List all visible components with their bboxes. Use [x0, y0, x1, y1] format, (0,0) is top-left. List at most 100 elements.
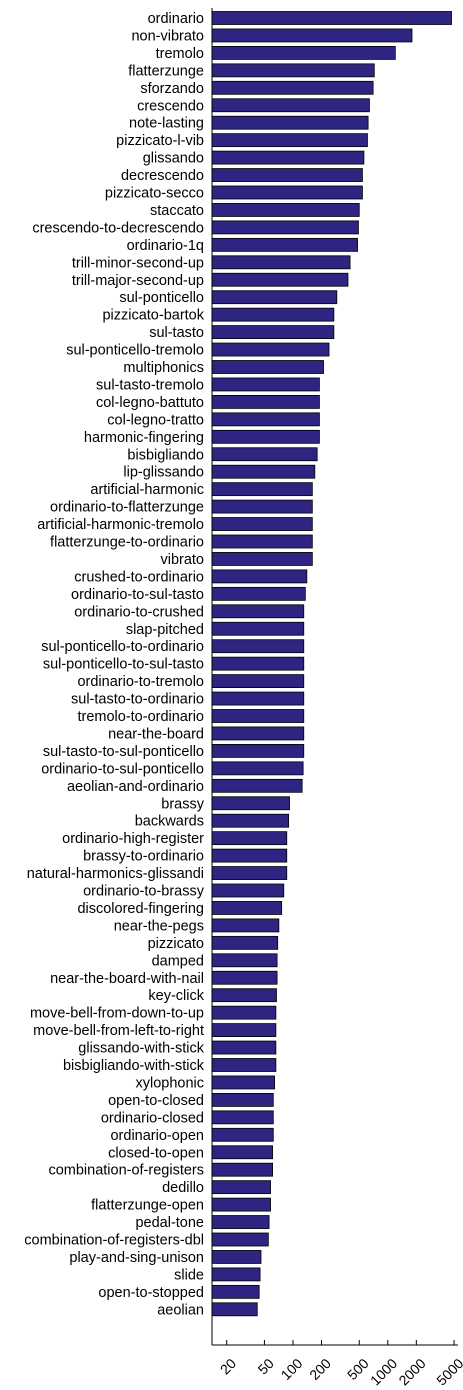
x-tick-label: 1000 — [367, 1355, 400, 1388]
bar-ordinario-open — [211, 1127, 274, 1142]
bar-pizzicato-secco — [211, 185, 363, 200]
x-tick-label: 2000 — [395, 1355, 428, 1388]
category-label: flatterzunge — [128, 63, 204, 79]
category-label: move-bell-from-left-to-right — [33, 1023, 204, 1039]
bar-pizzicato — [211, 935, 279, 950]
category-label: key-click — [148, 988, 204, 1004]
bar-damped — [211, 953, 278, 968]
category-label: move-bell-from-down-to-up — [30, 1006, 204, 1022]
category-label: ordinario-1q — [127, 238, 204, 254]
bar-dedillo — [211, 1180, 271, 1195]
category-label: glissando-with-stick — [78, 1041, 204, 1057]
category-label: play-and-sing-unison — [69, 1250, 204, 1266]
category-label: sul-ponticello-to-ordinario — [41, 639, 204, 655]
bar-slide — [211, 1267, 261, 1282]
category-label: ordinario — [148, 11, 204, 27]
category-label: bisbigliando-with-stick — [63, 1058, 205, 1074]
bar-sul-ponticello-to-ordinario — [211, 639, 305, 654]
category-label: pizzicato-bartok — [102, 308, 204, 324]
bar-near-the-board-with-nail — [211, 970, 278, 985]
category-label: ordinario-to-sul-ponticello — [41, 761, 204, 777]
bars-group — [211, 11, 452, 1317]
category-label: near-the-pegs — [114, 918, 204, 934]
bar-pedal-tone — [211, 1215, 270, 1229]
bar-artificial-harmonic-tremolo — [211, 517, 313, 531]
bar-col-legno-battuto — [211, 394, 320, 409]
bar-open-to-closed — [211, 1093, 274, 1107]
category-label: sul-tasto-to-ordinario — [71, 692, 204, 708]
bar-move-bell-from-left-to-right — [211, 1023, 277, 1037]
bar-glissando-with-stick — [211, 1040, 277, 1055]
category-label: artificial-harmonic-tremolo — [37, 517, 204, 533]
bar-decrescendo — [211, 168, 363, 182]
category-label: tremolo-to-ordinario — [77, 709, 204, 725]
bar-harmonic-fingering — [211, 429, 320, 444]
bar-ordinario-to-flatterzunge — [211, 499, 313, 514]
bar-sul-ponticello-tremolo — [211, 342, 330, 357]
bar-sul-tasto — [211, 325, 335, 340]
category-label: sul-ponticello — [119, 290, 204, 306]
category-label: closed-to-open — [108, 1145, 204, 1161]
category-label: artificial-harmonic — [90, 482, 204, 498]
bar-sul-tasto-tremolo — [211, 377, 320, 392]
bar-move-bell-from-down-to-up — [211, 1005, 277, 1020]
category-label: pizzicato-l-vib — [116, 133, 204, 149]
bar-trill-major-second-up — [211, 272, 349, 287]
category-label: combination-of-registers — [48, 1163, 204, 1179]
bar-ordinario-to-sul-tasto — [211, 586, 306, 601]
category-label: ordinario-closed — [101, 1110, 204, 1126]
bar-trill-minor-second-up — [211, 255, 351, 270]
bar-tremolo — [211, 46, 396, 60]
bar-glissando — [211, 150, 365, 165]
category-label: glissando — [143, 151, 204, 167]
category-label: ordinario-to-sul-tasto — [71, 587, 204, 603]
category-label: combination-of-registers-dbl — [24, 1233, 204, 1249]
category-label: flatterzunge-open — [91, 1198, 204, 1214]
bar-ordinario-closed — [211, 1110, 274, 1125]
bar-sul-tasto-to-sul-ponticello — [211, 744, 305, 758]
category-label: crescendo — [137, 98, 204, 114]
x-tick-label: 200 — [306, 1355, 334, 1383]
bar-natural-harmonics-glissandi — [211, 866, 288, 880]
bar-aeolian-and-ordinario — [211, 778, 303, 793]
category-label: open-to-stopped — [98, 1285, 204, 1301]
bar-col-legno-tratto — [211, 412, 320, 427]
bar-artificial-harmonic — [211, 482, 313, 497]
category-label: pizzicato-secco — [105, 186, 204, 202]
bar-open-to-stopped — [211, 1284, 260, 1299]
bar-discolored-fingering — [211, 901, 283, 915]
category-label: slap-pitched — [126, 622, 204, 638]
bar-ordinario — [211, 11, 452, 25]
category-label: sul-ponticello-tremolo — [66, 343, 204, 359]
category-label: open-to-closed — [108, 1093, 204, 1109]
category-label: sul-ponticello-to-sul-tasto — [43, 657, 204, 673]
category-label: flatterzunge-to-ordinario — [50, 535, 204, 551]
category-label: col-legno-battuto — [96, 395, 204, 411]
bar-ordinario-to-brassy — [211, 883, 285, 898]
category-label: pedal-tone — [135, 1215, 204, 1231]
category-label: decrescendo — [121, 168, 204, 184]
category-label: slide — [174, 1267, 204, 1283]
category-label: bisbigliando — [127, 447, 204, 463]
category-label: ordinario-to-brassy — [83, 884, 205, 900]
x-tick-label: 50 — [255, 1355, 277, 1377]
bar-tremolo-to-ordinario — [211, 709, 305, 723]
bar-bisbigliando — [211, 447, 318, 462]
bar-slap-pitched — [211, 621, 305, 636]
category-label: tremolo — [156, 46, 204, 62]
bar-near-the-board — [211, 726, 305, 741]
category-label: sforzando — [140, 81, 204, 97]
category-label: ordinario-to-tremolo — [77, 674, 204, 690]
category-label: sul-tasto-to-sul-ponticello — [43, 744, 204, 760]
category-label: pizzicato — [148, 936, 204, 952]
category-label: near-the-board-with-nail — [50, 971, 204, 987]
bar-sul-tasto-to-ordinario — [211, 691, 305, 706]
category-label: harmonic-fingering — [84, 430, 204, 446]
bar-pizzicato-l-vib — [211, 133, 368, 148]
category-label: sul-tasto-tremolo — [96, 377, 204, 393]
bar-non-vibrato — [211, 28, 413, 43]
bar-brassy — [211, 796, 290, 811]
bar-crescendo-to-decrescendo — [211, 220, 359, 235]
bar-flatterzunge — [211, 63, 375, 78]
category-label: non-vibrato — [131, 28, 204, 44]
